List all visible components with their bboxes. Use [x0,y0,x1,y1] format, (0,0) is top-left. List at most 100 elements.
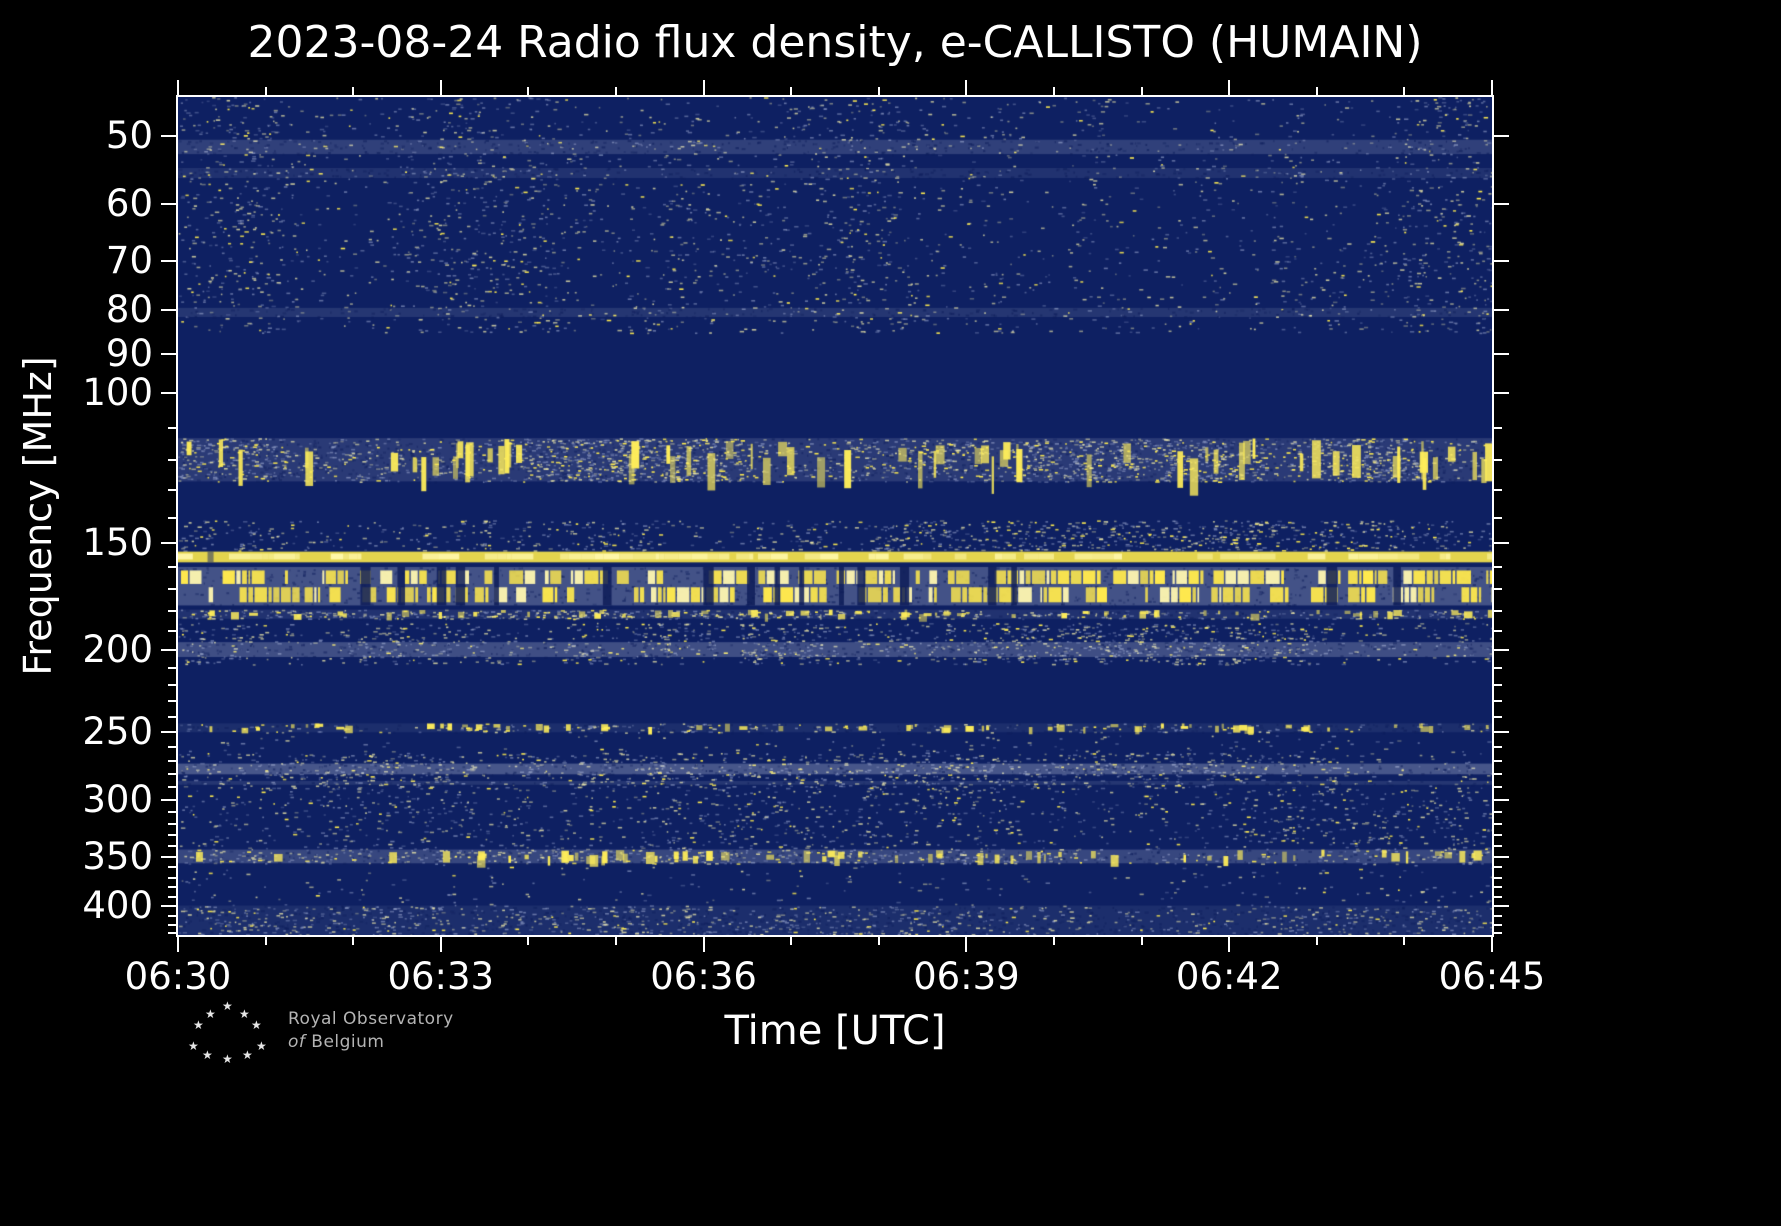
rob-logo-belgium: Belgium [311,1032,385,1052]
x-axis-label: Time [UTC] [724,1008,946,1054]
y-minor-tick [168,896,176,899]
x-major-tick [965,937,968,952]
y-minor-tick [168,666,176,669]
y-major-tick-right [1494,352,1509,355]
x-minor-tick-top [790,87,793,95]
y-minor-tick-right [1494,773,1502,776]
y-minor-tick-right [1494,609,1502,612]
y-major-tick [161,856,176,858]
y-major-tick [161,731,176,734]
y-minor-tick [168,786,176,789]
x-minor-tick [527,937,530,945]
y-tick-label: 70 [105,238,153,282]
y-major-tick-right [1494,905,1509,908]
y-tick-label: 100 [82,370,153,414]
y-minor-tick-right [1494,666,1502,669]
spectrogram-heatmap [178,97,1492,935]
y-tick-label: 50 [105,114,153,158]
y-minor-tick-right [1494,459,1502,462]
x-major-tick [177,937,179,952]
x-tick-label: 06:33 [387,955,495,998]
y-major-tick-right [1494,202,1509,205]
x-minor-tick-top [352,87,355,95]
x-tick-label: 06:39 [913,955,1020,998]
x-minor-tick-top [877,87,880,95]
chart-title: 2023-08-24 Radio flux density, e-CALLIST… [247,17,1423,68]
star-icon: ★ [222,999,233,1013]
y-minor-tick [168,923,176,926]
star-icon: ★ [202,1048,213,1062]
x-minor-tick [877,937,880,945]
y-minor-tick-right [1494,811,1502,814]
y-minor-tick-right [1494,427,1502,430]
y-minor-tick-right [1494,629,1502,632]
star-icon: ★ [251,1018,262,1032]
y-major-tick-right [1494,542,1509,545]
x-major-tick-top [702,80,705,95]
rob-logo-text-line2: of Belgium [288,1031,454,1054]
y-tick-label: 90 [105,331,153,375]
y-minor-tick-right [1494,759,1502,762]
y-minor-tick [168,914,176,917]
x-minor-tick [1403,937,1406,945]
y-minor-tick [168,588,176,591]
y-minor-tick-right [1494,716,1502,719]
y-minor-tick [168,773,176,776]
x-minor-tick [352,937,355,945]
x-tick-label: 06:45 [1438,955,1546,998]
x-minor-tick-top [527,87,530,95]
y-major-tick-right [1494,798,1509,801]
y-major-tick [161,309,176,312]
y-minor-tick-right [1494,786,1502,789]
y-tick-label: 300 [82,777,153,821]
y-minor-tick-right [1494,588,1502,591]
x-minor-tick [790,937,793,945]
x-minor-tick-top [264,87,267,95]
y-tick-label: 250 [82,710,153,754]
y-major-tick-right [1494,648,1509,651]
y-major-tick [161,905,176,908]
y-major-tick [161,259,176,262]
y-minor-tick [168,565,176,568]
y-minor-tick [168,745,176,748]
x-tick-label: 06:36 [650,955,757,998]
y-tick-label: 80 [105,288,153,332]
x-minor-tick-top [1315,87,1318,95]
y-major-tick [161,352,176,355]
y-axis-label: Frequency [MHz] [16,356,60,676]
y-minor-tick [168,822,176,825]
y-tick-label: 350 [82,835,153,878]
rob-logo: ★ ★ ★ ★ ★ ★ ★ ★ ★ ★ Royal Observatory of Belgium [186,1000,616,1070]
y-major-tick-right [1494,135,1509,138]
x-minor-tick [1053,937,1055,945]
x-major-tick-top [965,80,968,95]
star-icon: ★ [188,1039,199,1053]
y-minor-tick [168,716,176,719]
y-major-tick [161,135,176,138]
plot-area [176,95,1494,937]
y-tick-label: 400 [82,884,153,928]
y-minor-tick [168,489,176,492]
y-minor-tick-right [1494,745,1502,748]
y-minor-tick-right [1494,914,1502,917]
rob-logo-text: Royal Observatory of Belgium [288,1008,454,1054]
y-major-tick [161,202,176,205]
x-tick-label: 06:42 [1175,955,1283,998]
x-major-tick-top [1228,80,1231,95]
star-icon: ★ [239,1007,250,1021]
y-major-tick-right [1494,856,1509,858]
y-major-tick [161,391,176,394]
rob-logo-stars-icon: ★ ★ ★ ★ ★ ★ ★ ★ ★ ★ [186,999,274,1066]
y-minor-tick-right [1494,923,1502,926]
x-minor-tick-top [1403,87,1406,95]
y-minor-tick-right [1494,700,1502,703]
y-minor-tick [168,683,176,686]
y-major-tick-right [1494,309,1509,312]
y-minor-tick-right [1494,866,1502,869]
star-icon: ★ [222,1052,233,1066]
y-major-tick [161,542,176,545]
y-major-tick-right [1494,731,1509,734]
x-minor-tick-top [1053,87,1055,95]
star-icon: ★ [193,1018,204,1032]
